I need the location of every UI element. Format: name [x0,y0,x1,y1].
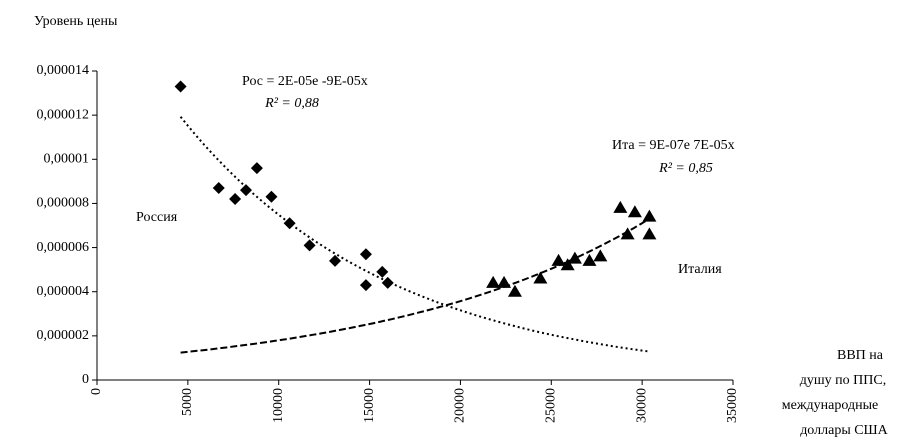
point [265,190,278,203]
point [240,184,253,197]
point [533,271,548,284]
x-axis-label: душу по ППС, [800,373,886,388]
trend-equation: Ита = 9E-07e 7E-05x [612,138,735,153]
point [359,279,372,292]
y-tick-label: 0,000014 [37,63,90,78]
point [229,193,242,206]
trend-r2: R² = 0,85 [658,161,713,176]
y-tick-label: 0,000008 [37,196,90,211]
point [560,258,575,271]
point [329,254,342,267]
x-tick-label: 10000 [271,388,286,423]
point [551,253,566,266]
series-label: Россия [136,210,178,225]
point [627,205,642,218]
x-tick-label: 5000 [180,388,195,416]
point [642,227,657,240]
y-axis-label: Уровень цены [34,14,118,29]
point [593,249,608,262]
y-tick-label: 0,000006 [37,240,90,255]
point [613,200,628,213]
x-axis-label: ВВП на [837,348,884,363]
trendline [179,116,650,353]
trend-r2: R² = 0,88 [264,96,319,111]
x-tick-label: 20000 [453,388,468,423]
point [359,248,372,261]
point [642,209,657,222]
y-tick-label: 0,00001 [44,152,90,167]
y-tick-label: 0 [82,372,89,387]
point [303,239,316,252]
point [497,275,512,288]
point [381,276,394,289]
point [376,265,389,278]
series-label: Италия [678,262,722,277]
trend-equation: Рос = 2E-05e -9E-05x [242,74,368,89]
x-axis-label: доллары США [800,423,888,438]
point [174,80,187,93]
x-tick-label: 35000 [725,388,740,423]
y-tick-label: 0,000002 [37,328,90,343]
x-tick-label: 30000 [634,388,649,423]
x-axis-label: международные [782,398,878,413]
point [567,251,582,264]
x-tick-label: 15000 [362,388,377,423]
x-tick-label: 25000 [544,388,559,423]
point [283,217,296,230]
point [486,275,501,288]
point [582,253,597,266]
trendline [180,217,650,354]
y-tick-label: 0,000012 [37,107,90,122]
y-tick-label: 0,000004 [37,284,90,299]
x-tick-label: 0 [89,388,104,395]
point [212,181,225,194]
point [620,227,635,240]
point [507,284,522,297]
point [250,162,263,175]
